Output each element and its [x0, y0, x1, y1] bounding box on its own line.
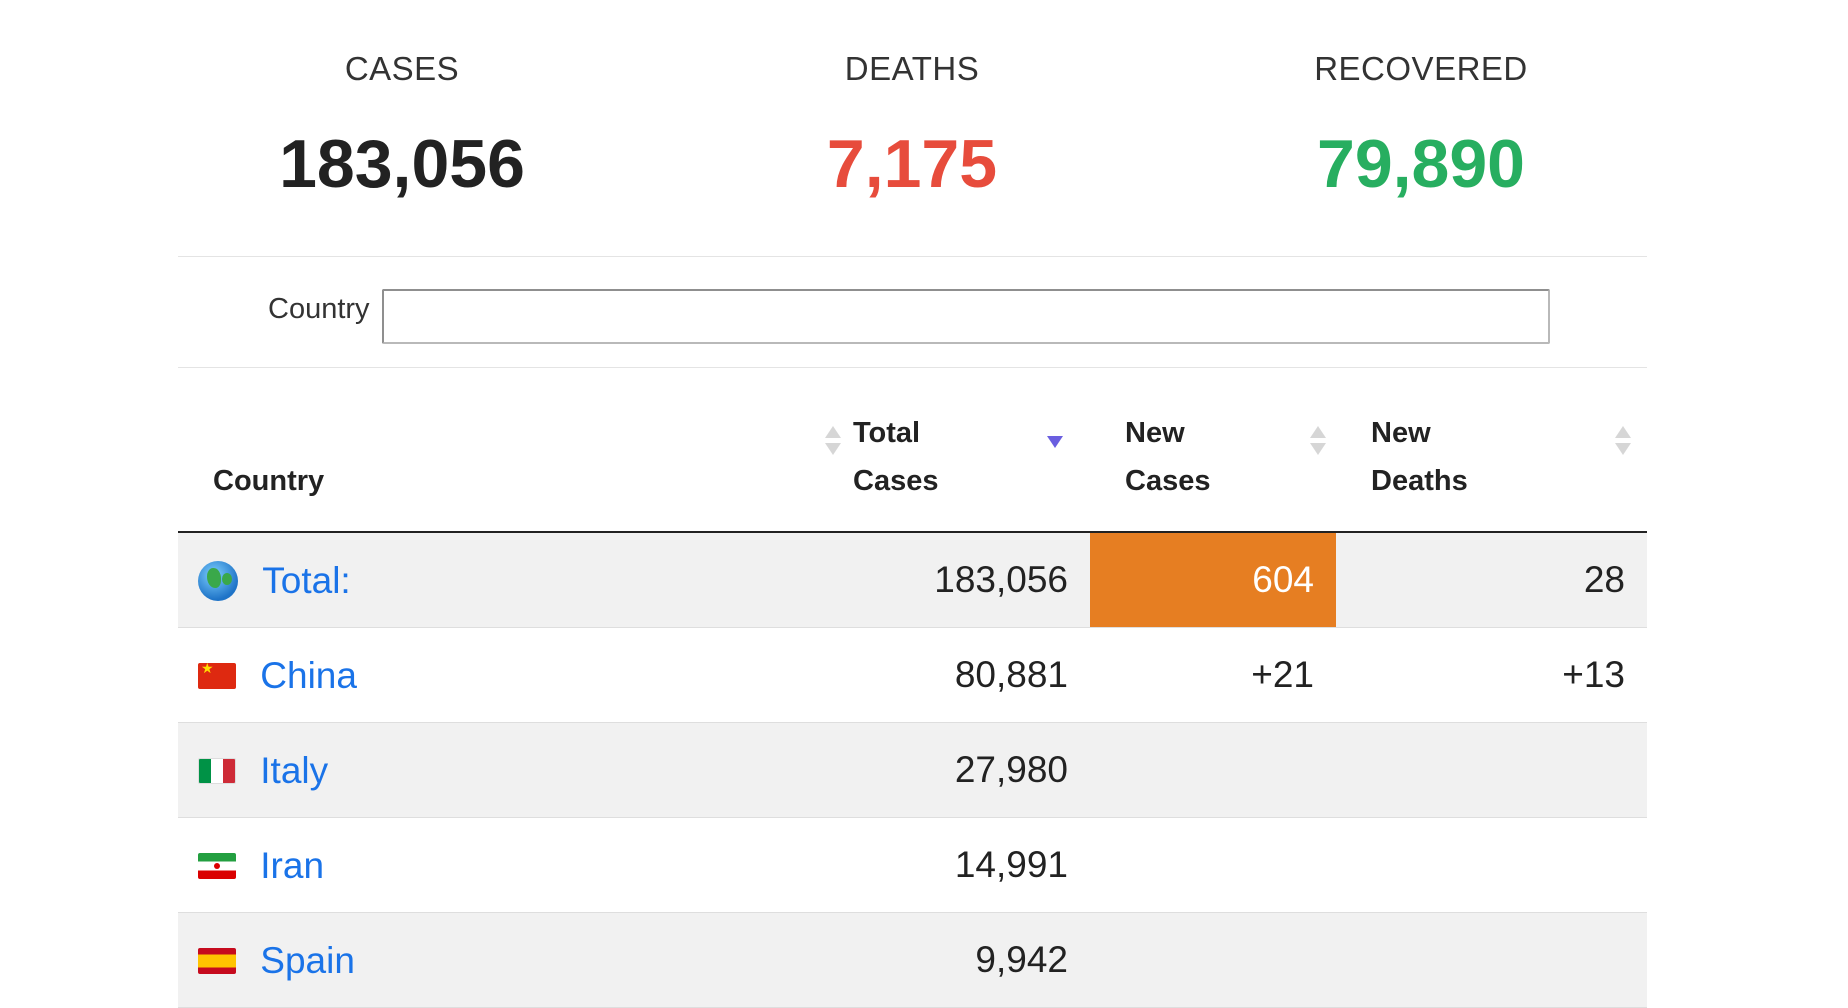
- country-link[interactable]: China: [260, 655, 357, 697]
- new-cases-cell: 604: [1090, 532, 1336, 628]
- deaths-value: 7,175: [826, 126, 998, 202]
- new-deaths-cell: +13: [1336, 627, 1647, 723]
- country-filter-input[interactable]: [382, 289, 1550, 344]
- country-column-header[interactable]: Country: [178, 368, 841, 533]
- table-row: Total: 183,056 604 28: [178, 532, 1647, 628]
- new-deaths-cell: [1336, 912, 1647, 1008]
- total-cases-cell: 27,980: [818, 722, 1090, 818]
- table-row: Italy 27,980: [178, 722, 1647, 818]
- sort-descending-icon[interactable]: [1047, 426, 1063, 460]
- sort-icon[interactable]: [1310, 426, 1326, 460]
- country-link[interactable]: Italy: [260, 750, 329, 792]
- italy-flag-icon: [198, 758, 236, 785]
- country-cell: China: [178, 627, 818, 723]
- cases-table: Country Total Cases New Cases New Deaths: [178, 368, 1647, 1008]
- recovered-label: RECOVERED: [1314, 50, 1528, 87]
- cases-label: CASES: [344, 50, 460, 87]
- country-cell: Total:: [178, 532, 818, 628]
- country-link[interactable]: Total:: [262, 560, 351, 602]
- sort-icon[interactable]: [1615, 426, 1631, 460]
- new-cases-column-header[interactable]: New Cases: [1090, 368, 1336, 533]
- country-link[interactable]: Iran: [260, 845, 325, 887]
- table-row: Iran 14,991: [178, 817, 1647, 913]
- new-cases-header-label: New Cases: [1125, 417, 1211, 497]
- china-flag-icon: [198, 663, 236, 690]
- cases-value: 183,056: [279, 126, 525, 202]
- spain-flag-icon: [198, 948, 236, 975]
- country-cell: Spain: [178, 912, 818, 1008]
- new-cases-cell: +21: [1090, 627, 1336, 723]
- total-cases-header-label: Total Cases: [853, 417, 939, 497]
- country-cell: Italy: [178, 722, 818, 818]
- table-header-row: Country Total Cases New Cases New Deaths: [178, 368, 1647, 533]
- country-link[interactable]: Spain: [260, 940, 355, 982]
- total-cases-cell: 183,056: [818, 532, 1090, 628]
- total-cases-cell: 14,991: [818, 817, 1090, 913]
- dashboard: CASES 183,056 DEATHS 7,175 RECOVERED 79,…: [178, 0, 1647, 1008]
- new-deaths-cell: [1336, 817, 1647, 913]
- new-deaths-cell: [1336, 722, 1647, 818]
- recovered-value: 79,890: [1317, 126, 1525, 202]
- table-row: China 80,881 +21 +13: [178, 627, 1647, 723]
- new-cases-cell: [1090, 722, 1336, 818]
- new-deaths-column-header[interactable]: New Deaths: [1336, 368, 1647, 533]
- deaths-label: DEATHS: [844, 50, 980, 87]
- new-deaths-cell: 28: [1336, 532, 1647, 628]
- iran-flag-icon: [198, 853, 236, 880]
- total-cases-cell: 80,881: [818, 627, 1090, 723]
- new-cases-cell: [1090, 817, 1336, 913]
- new-deaths-header-label: New Deaths: [1371, 417, 1468, 497]
- country-header-label: Country: [213, 465, 325, 497]
- country-cell: Iran: [178, 817, 818, 913]
- table-row: Spain 9,942: [178, 912, 1647, 1008]
- country-filter: Country: [178, 257, 1647, 368]
- new-cases-cell: [1090, 912, 1336, 1008]
- country-filter-label: Country: [268, 293, 370, 325]
- globe-icon: [198, 561, 238, 602]
- total-cases-column-header[interactable]: Total Cases: [818, 368, 1090, 533]
- stats-panel: CASES 183,056 DEATHS 7,175 RECOVERED 79,…: [178, 0, 1647, 257]
- total-cases-cell: 9,942: [818, 912, 1090, 1008]
